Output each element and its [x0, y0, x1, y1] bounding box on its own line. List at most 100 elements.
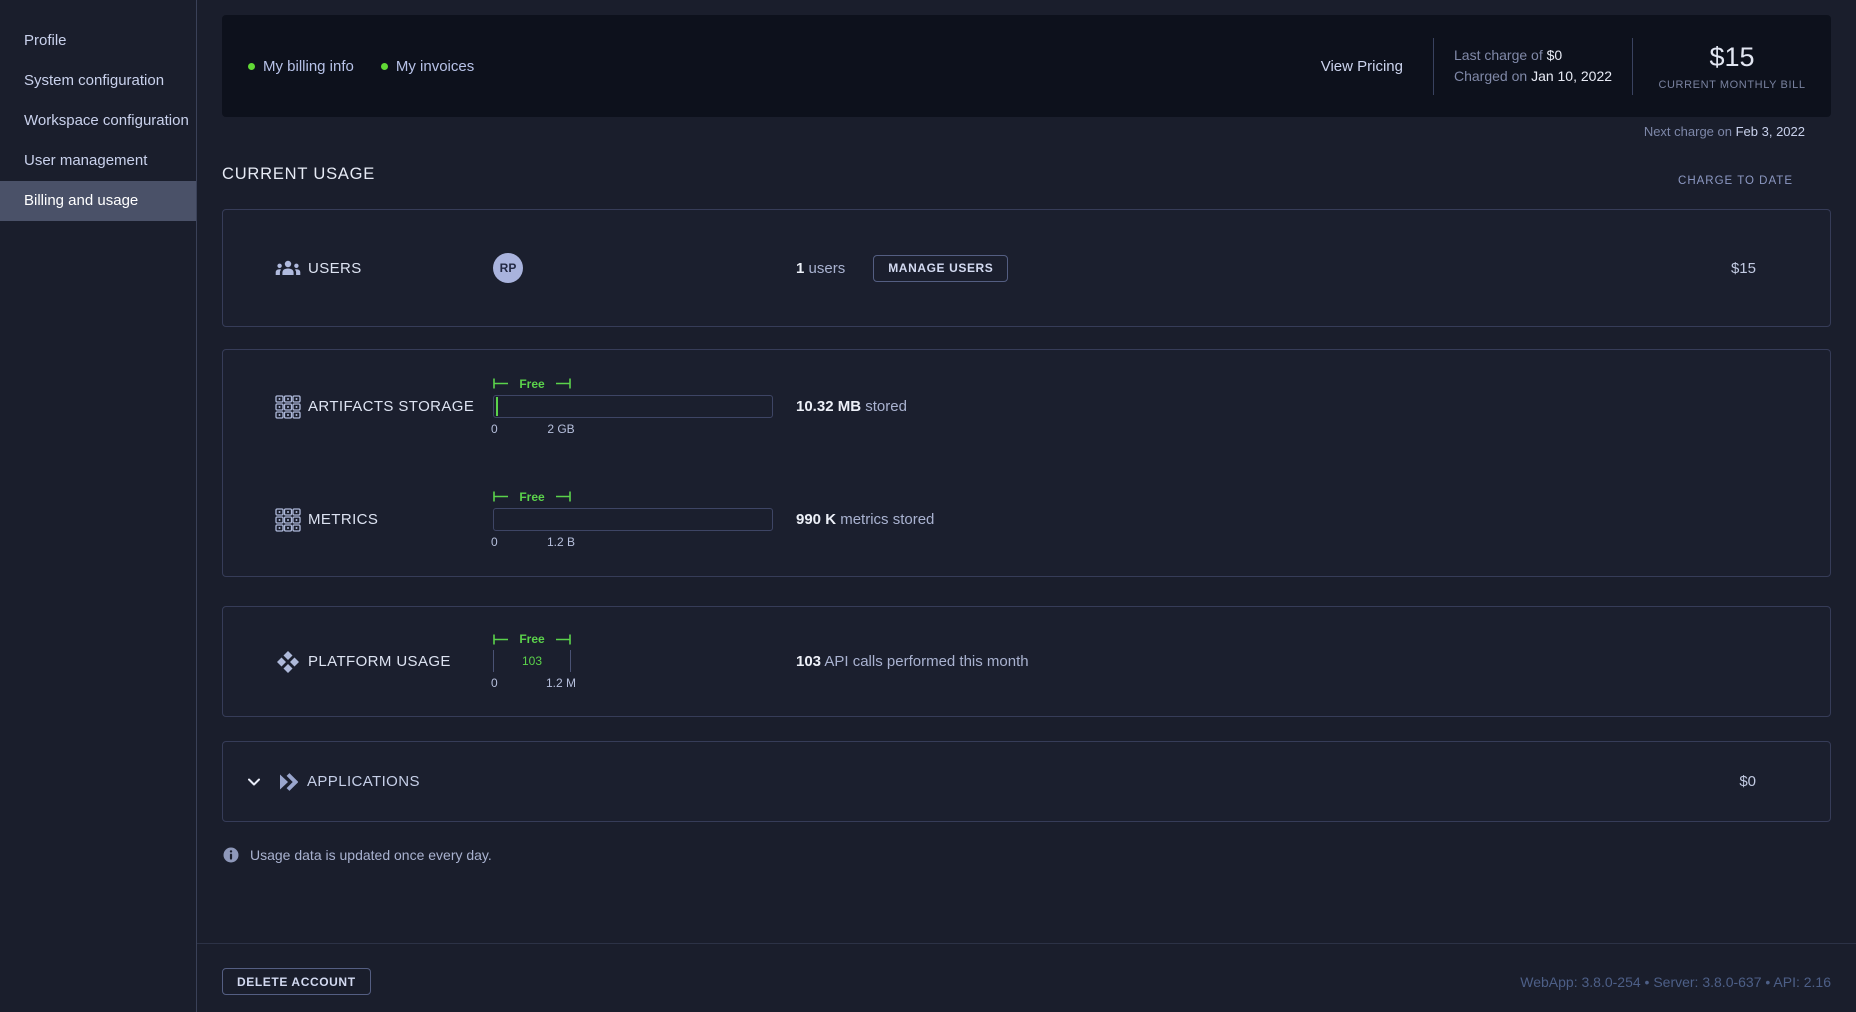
manage-users-button[interactable]: MANAGE USERS [873, 254, 1009, 282]
storage-grid-icon [274, 394, 302, 419]
tab-my-invoices[interactable]: My invoices [380, 57, 475, 75]
metrics-row-head: METRICS [274, 507, 493, 532]
platform-current-value: 103 [521, 654, 543, 668]
applications-icon [276, 771, 298, 793]
metrics-gauge: Free 0 1.2 B [491, 490, 773, 550]
artifacts-gauge-labels: 0 2 GB [491, 421, 773, 437]
users-count-suffix: users [808, 259, 846, 277]
tab-my-invoices-label: My invoices [395, 57, 475, 75]
platform-usage-row: PLATFORM USAGE Free 103 0 1.2 M [223, 607, 1830, 716]
view-pricing-link[interactable]: View Pricing [1320, 57, 1403, 75]
free-range-start-icon [493, 634, 508, 644]
sidebar-item-billing-and-usage[interactable]: Billing and usage [0, 181, 196, 221]
info-icon [223, 847, 239, 863]
footer: DELETE ACCOUNT WebApp: 3.8.0-254 • Serve… [222, 968, 1831, 995]
users-label: USERS [308, 259, 362, 277]
gauge-min-label: 0 [491, 676, 498, 690]
gauge-min-label: 0 [491, 534, 498, 549]
users-count: 1 users [796, 260, 845, 277]
next-charge-prefix: Next charge on [1643, 124, 1732, 139]
applications-row[interactable]: APPLICATIONS $0 [223, 742, 1830, 821]
platform-value-number: 103 [796, 653, 822, 670]
applications-card: APPLICATIONS $0 [222, 741, 1831, 822]
free-tier-label: Free [519, 376, 545, 391]
next-charge-note: Next charge on Feb 3, 2022 [222, 124, 1831, 139]
metrics-label: METRICS [308, 511, 379, 528]
free-range-start-icon [493, 491, 508, 502]
platform-gauge-labels: 0 1.2 M [491, 676, 773, 691]
free-range-indicator: Free [493, 377, 571, 391]
free-tier-label: Free [519, 489, 545, 504]
artifacts-value-number: 10.32 MB [796, 398, 862, 415]
free-tier-label: Free [519, 632, 545, 646]
users-avatars: RP [493, 253, 773, 283]
artifacts-storage-row: ARTIFACTS STORAGE Free 0 2 GB [223, 350, 1830, 463]
platform-gauge: Free 103 0 1.2 M [491, 632, 773, 691]
monthly-bill-amount: $15 [1709, 41, 1755, 72]
topbar-divider [1632, 37, 1633, 95]
gauge-free-limit-label: 1.2 M [545, 676, 577, 690]
next-charge-date: Feb 3, 2022 [1735, 124, 1805, 139]
metrics-value: 990 K metrics stored [796, 511, 934, 528]
metrics-value-number: 990 K [796, 511, 837, 528]
free-range-end-icon [555, 634, 571, 644]
artifacts-value-suffix: stored [865, 398, 907, 415]
artifacts-usage-bar [493, 394, 773, 418]
gauge-min-label: 0 [491, 421, 498, 436]
last-charge-prefix: Last charge of [1454, 46, 1543, 63]
main-content: My billing info My invoices View Pricing… [197, 0, 1856, 1012]
free-range-end-icon [555, 378, 571, 389]
last-charge-amount: $0 [1546, 46, 1563, 63]
users-group-icon [274, 258, 302, 278]
sidebar-item-user-management[interactable]: User management [24, 152, 148, 169]
chevron-down-icon[interactable] [245, 773, 263, 791]
charged-on-prefix: Charged on [1454, 68, 1528, 84]
sidebar-item-workspace-configuration[interactable]: Workspace configuration [24, 112, 189, 129]
tab-my-billing-info-label: My billing info [263, 57, 354, 75]
settings-sidebar: Profile System configuration Workspace c… [0, 0, 197, 1012]
delete-account-button[interactable]: DELETE ACCOUNT [222, 968, 371, 995]
applications-label: APPLICATIONS [307, 773, 420, 790]
users-card: USERS RP 1 users MANAGE USERS $15 [222, 209, 1831, 327]
metrics-value-suffix: metrics stored [840, 511, 935, 528]
usage-position-marker [496, 396, 498, 416]
platform-usage-slot: 103 [493, 650, 571, 672]
last-charge-info: Last charge of $0 Charged on Jan 10, 202… [1434, 45, 1632, 88]
free-range-indicator: Free [493, 490, 571, 504]
usage-footnote-text: Usage data is updated once every day. [250, 847, 492, 863]
free-range-end-icon [555, 491, 571, 502]
platform-usage-card: PLATFORM USAGE Free 103 0 1.2 M [222, 606, 1831, 717]
current-monthly-bill: $15 CURRENT MONTHLY BILL [1633, 42, 1831, 91]
metrics-row: METRICS Free 0 1.2 B 990 K [223, 463, 1830, 576]
platform-value-suffix: API calls performed this month [824, 653, 1029, 670]
page-title: CURRENT USAGE [222, 165, 376, 183]
sidebar-item-profile[interactable]: Profile [24, 32, 67, 49]
artifacts-gauge: Free 0 2 GB [491, 377, 773, 437]
users-charge: $15 [1730, 259, 1756, 277]
green-dot-icon [248, 62, 255, 70]
storage-grid-icon [274, 507, 302, 532]
charged-on-date: Jan 10, 2022 [1531, 68, 1613, 84]
users-count-number: 1 [796, 259, 805, 277]
usage-footnote: Usage data is updated once every day. [222, 846, 1831, 864]
users-row: USERS RP 1 users MANAGE USERS $15 [223, 210, 1830, 326]
sidebar-item-system-configuration[interactable]: System configuration [24, 72, 165, 89]
tab-my-billing-info[interactable]: My billing info [248, 58, 354, 75]
metrics-usage-bar [493, 507, 773, 531]
applications-charge: $0 [1739, 773, 1756, 790]
usage-header: CURRENT USAGE CHARGE TO DATE [222, 165, 1831, 187]
footer-divider [197, 943, 1856, 944]
platform-diamonds-icon [274, 650, 302, 674]
storage-metrics-card: ARTIFACTS STORAGE Free 0 2 GB [222, 349, 1831, 577]
free-range-start-icon [493, 378, 508, 389]
users-row-head: USERS [274, 258, 493, 278]
green-dot-icon [380, 62, 388, 70]
gauge-free-limit-label: 1.2 B [546, 534, 576, 549]
metrics-gauge-labels: 0 1.2 B [491, 534, 773, 550]
version-info: WebApp: 3.8.0-254 • Server: 3.8.0-637 • … [1520, 973, 1831, 990]
avatar: RP [493, 253, 523, 283]
free-range-indicator: Free [493, 632, 571, 646]
topbar-divider [1433, 37, 1434, 95]
artifacts-value: 10.32 MB stored [796, 398, 907, 415]
